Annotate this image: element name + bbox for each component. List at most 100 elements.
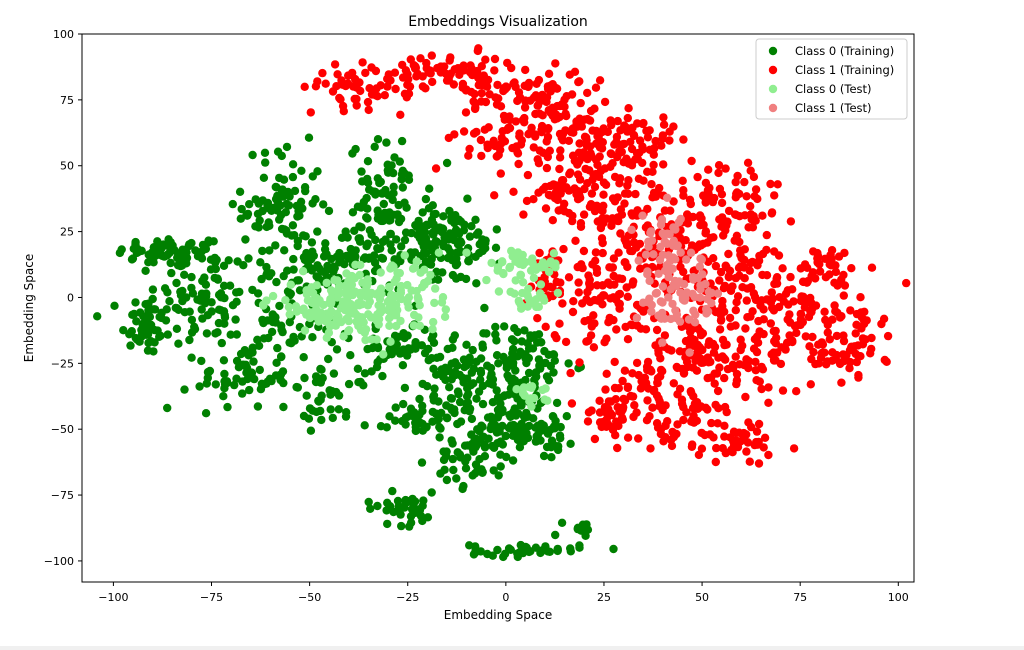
data-point xyxy=(217,338,226,348)
data-point xyxy=(510,289,519,298)
data-point xyxy=(390,255,399,264)
data-point xyxy=(607,221,616,230)
data-point xyxy=(280,246,289,255)
data-point xyxy=(474,387,484,396)
data-point xyxy=(433,275,443,284)
data-point xyxy=(618,376,627,386)
data-point xyxy=(497,133,506,143)
data-point xyxy=(281,208,290,217)
data-point xyxy=(230,380,239,390)
data-point xyxy=(338,299,347,309)
data-point xyxy=(396,510,405,519)
data-point xyxy=(527,402,536,411)
data-point xyxy=(232,297,241,306)
data-point xyxy=(770,279,779,289)
data-point xyxy=(378,189,387,198)
data-point xyxy=(800,260,810,269)
data-point xyxy=(654,269,663,278)
data-point xyxy=(649,250,658,259)
data-point xyxy=(582,295,591,304)
data-point xyxy=(434,414,443,423)
data-point xyxy=(629,277,638,286)
data-point xyxy=(653,188,662,197)
data-point xyxy=(520,326,529,335)
window-bottom-edge xyxy=(0,646,1024,650)
data-point xyxy=(198,240,208,250)
data-point xyxy=(479,72,489,82)
data-point xyxy=(856,293,865,302)
data-point xyxy=(647,307,656,316)
data-point xyxy=(508,361,518,370)
data-point xyxy=(801,332,810,341)
data-point xyxy=(620,366,630,375)
data-point xyxy=(442,452,451,461)
data-point xyxy=(373,501,382,511)
data-point xyxy=(582,136,591,145)
cluster-1-20 xyxy=(712,329,815,407)
data-point xyxy=(655,255,665,265)
data-point xyxy=(220,369,229,379)
data-point xyxy=(731,352,740,361)
data-point xyxy=(271,182,280,192)
data-point xyxy=(551,83,560,92)
data-point xyxy=(664,273,673,282)
data-point xyxy=(359,197,368,207)
data-point xyxy=(758,211,767,220)
data-point xyxy=(575,358,584,367)
data-point xyxy=(311,372,321,381)
x-tick-label: −25 xyxy=(396,591,419,604)
data-point xyxy=(264,333,273,343)
data-point xyxy=(574,288,583,297)
data-point xyxy=(815,260,824,269)
data-point xyxy=(315,264,324,273)
data-point xyxy=(552,398,562,408)
data-point xyxy=(548,439,558,449)
data-point xyxy=(634,256,643,265)
data-point xyxy=(132,317,141,326)
data-point xyxy=(334,405,343,414)
data-point xyxy=(271,241,280,250)
cluster-1-7 xyxy=(612,104,688,176)
data-point xyxy=(462,392,472,401)
data-point xyxy=(558,129,568,139)
data-point xyxy=(659,230,669,240)
data-point xyxy=(615,179,624,188)
data-point xyxy=(591,256,600,265)
data-point xyxy=(656,297,666,306)
data-point xyxy=(329,369,339,378)
data-point xyxy=(617,274,627,284)
data-point xyxy=(682,255,691,264)
data-point xyxy=(713,386,723,396)
data-point xyxy=(602,334,611,343)
data-point xyxy=(571,236,580,245)
data-point xyxy=(566,368,575,378)
data-point xyxy=(306,426,316,435)
y-tick-label: −75 xyxy=(51,489,74,502)
data-point xyxy=(576,98,585,108)
data-point xyxy=(658,405,667,415)
data-point xyxy=(769,348,778,357)
data-point xyxy=(380,91,389,100)
data-point xyxy=(477,465,486,474)
data-point xyxy=(623,127,632,136)
data-point xyxy=(746,283,756,292)
x-tick-label: 50 xyxy=(695,591,709,604)
data-point xyxy=(238,389,247,398)
data-point xyxy=(586,331,596,340)
data-point xyxy=(557,518,567,527)
data-point xyxy=(613,443,622,453)
data-point xyxy=(778,386,788,395)
data-point xyxy=(515,443,525,452)
data-point xyxy=(567,90,577,99)
data-point xyxy=(711,261,721,271)
data-point xyxy=(624,104,633,113)
data-point xyxy=(438,268,447,277)
data-point xyxy=(494,359,503,368)
data-point xyxy=(314,274,323,283)
data-point xyxy=(752,376,761,385)
data-point xyxy=(742,192,751,201)
data-point xyxy=(462,248,471,257)
data-point xyxy=(321,249,331,258)
data-point xyxy=(644,242,653,251)
data-point xyxy=(711,457,720,467)
